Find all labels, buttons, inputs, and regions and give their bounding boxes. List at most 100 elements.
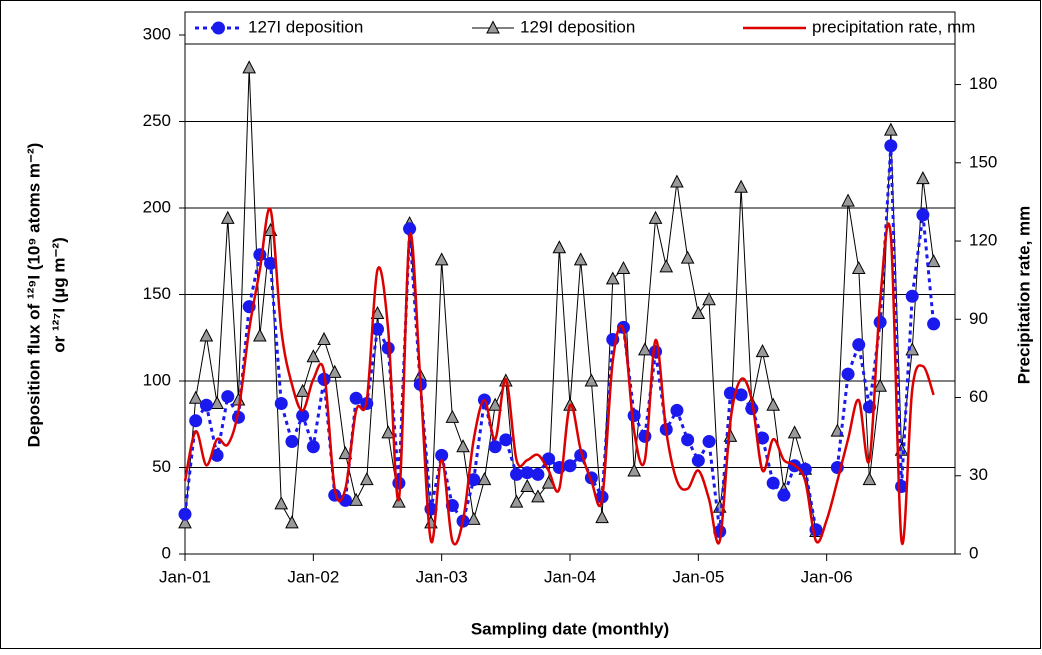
y-tick-label: 250 [143,111,171,130]
legend-label: 127I deposition [248,17,363,36]
marker [188,390,203,404]
marker [274,496,289,510]
x-tick-label: Jan-04 [544,567,596,586]
marker [616,260,631,275]
marker [681,433,695,447]
x-tick-label: Jan-02 [287,567,339,586]
marker [221,390,235,404]
y-tick-label: 50 [152,457,171,476]
marker [627,409,641,423]
marker [435,448,449,462]
marker [488,440,502,454]
marker [381,425,396,439]
marker [884,122,898,136]
marker [189,414,203,428]
marker [595,510,609,524]
marker [210,395,224,409]
x-tick-label: Jan-05 [672,567,724,586]
marker [371,322,384,336]
y2-tick-label: 180 [969,74,997,93]
marker [926,254,941,268]
marker [766,476,780,490]
marker [777,488,791,502]
y2-tick-label: 30 [969,465,988,484]
y-tick-label: 200 [143,197,171,216]
marker [210,448,224,462]
marker [520,466,534,480]
legend: 127I deposition 129I deposition precipitat… [184,11,975,45]
marker [627,463,641,477]
marker [841,193,855,207]
marker [509,494,524,508]
marker [648,210,663,224]
marker [264,256,278,270]
marker [755,344,770,358]
x-tick-label: Jan-01 [159,567,211,586]
marker [916,208,930,222]
marker [295,383,310,397]
marker [296,409,310,423]
marker [317,331,331,345]
marker [745,402,759,416]
y2-tick-label: 90 [969,309,988,328]
marker [638,342,652,356]
marker [274,396,288,410]
marker [659,259,674,273]
marker [702,292,716,306]
marker [756,431,769,445]
marker [212,21,225,35]
marker [584,373,599,387]
marker [884,139,898,153]
marker [691,454,705,468]
marker [691,305,706,320]
legend-label: 129I deposition [520,17,635,36]
y-axis-title: or ¹²⁷I (µg m⁻²) [49,237,68,352]
marker [680,250,695,264]
y-tick-label: 150 [143,284,171,303]
marker [852,338,866,352]
marker [349,492,363,506]
y-tick-label: 100 [143,370,171,389]
marker [199,328,214,342]
marker [531,489,545,503]
marker [916,171,930,185]
y-tick-label: 0 [162,543,171,562]
marker [359,472,374,486]
marker [477,472,492,486]
marker [542,452,556,466]
marker [349,391,363,405]
marker [605,271,620,285]
marker [285,515,299,529]
marker [434,252,449,266]
series-line [183,207,935,546]
marker [327,364,342,378]
marker [306,440,320,454]
marker [638,429,652,443]
marker [927,317,941,331]
y2-tick-label: 0 [969,543,978,562]
marker [486,20,500,34]
marker [253,328,267,342]
legend-box [184,11,956,45]
marker [702,435,716,449]
marker [445,409,460,423]
y-tick-label: 300 [143,24,171,43]
marker [306,349,321,363]
marker [467,473,481,487]
marker [466,511,481,525]
marker [734,388,748,402]
marker [220,210,235,224]
marker [905,289,919,303]
y2-tick-label: 60 [969,387,988,406]
marker [456,439,470,453]
marker [520,478,535,493]
marker [242,60,256,74]
marker [253,248,267,262]
x-tick-label: Jan-03 [416,567,468,586]
marker [178,507,192,521]
marker [552,240,567,254]
marker [787,425,802,439]
marker [670,403,684,417]
